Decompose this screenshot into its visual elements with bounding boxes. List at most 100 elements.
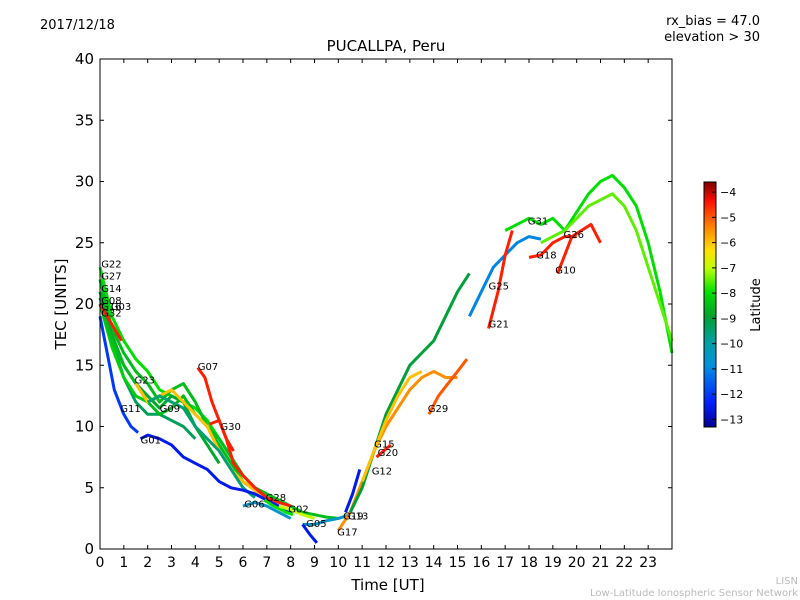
series-line-G10 (556, 222, 602, 274)
series-label-G31: G31 (528, 216, 548, 227)
series-label-G20: G20 (378, 448, 398, 459)
series-line-G18 (528, 235, 577, 259)
series-label-G27: G27 (101, 272, 121, 283)
x-tick-label: 22 (615, 555, 633, 571)
series-label-G02: G02 (288, 504, 308, 515)
colorbar-ticks: −4 −5 −6 −7 −8 −9 −10 −11 −12 −13 (712, 186, 743, 426)
series-label-G17: G17 (337, 528, 357, 539)
y-tick-label: 30 (75, 173, 94, 191)
date-label: 2017/12/18 (40, 18, 115, 33)
footer-short: LISN (775, 576, 798, 587)
series-label-G14: G14 (101, 284, 121, 295)
series-label-G12: G12 (372, 466, 392, 477)
x-axis: 0 1 2 3 4 5 6 7 8 9 10 11 12 13 14 15 16 17 18 19 20 21 22 23 (96, 59, 657, 571)
x-axis-label: Time [UT] (350, 576, 424, 594)
y-tick-label: 0 (84, 540, 94, 558)
y-tick-label: 40 (75, 50, 94, 68)
x-tick-label: 11 (353, 555, 371, 571)
colorbar-tick-label: −4 (720, 186, 736, 199)
x-tick-label: 21 (592, 555, 610, 571)
x-tick-label: 23 (639, 555, 657, 571)
x-tick-label: 1 (119, 555, 128, 571)
series-label-G25: G25 (488, 281, 508, 292)
series-line-G17 (337, 369, 458, 532)
series-line-G11 (98, 316, 140, 434)
series-label-G16: G16 (101, 302, 121, 313)
colorbar-label: Latitude (749, 278, 764, 332)
colorbar-tick-label: −9 (720, 312, 736, 325)
series-line-G20 (375, 443, 392, 459)
colorbar-tick-label: −7 (720, 262, 736, 275)
series-label-G03: G03 (111, 302, 131, 313)
series-line-G19 (301, 523, 319, 544)
series-label-G05: G05 (306, 519, 326, 530)
colorbar-tick-label: −8 (720, 287, 736, 300)
series-label-G15: G15 (374, 439, 394, 450)
series-label-G07: G07 (198, 362, 218, 373)
rx-bias-label: rx_bias = 47.0 (666, 14, 760, 29)
chart-title: PUCALLPA, Peru (326, 37, 446, 55)
series-label-G18: G18 (536, 251, 556, 262)
x-tick-label: 17 (496, 555, 514, 571)
series-label-G19: G19 (343, 512, 363, 523)
colorbar-tick-label: −11 (720, 363, 743, 376)
series-line-G21 (487, 230, 514, 329)
y-axis: 0 5 10 15 20 25 30 35 40 (75, 50, 672, 558)
series-label-G21: G21 (488, 319, 508, 330)
x-tick-label: 2 (143, 555, 152, 571)
y-tick-label: 5 (84, 479, 94, 497)
series-label-G30: G30 (220, 422, 240, 433)
series-line-G02 (278, 504, 315, 520)
y-tick-label: 20 (75, 295, 94, 313)
y-tick-label: 25 (75, 234, 94, 252)
series-line-G31 (504, 173, 674, 354)
series-line-G12 (360, 370, 423, 483)
x-tick-label: 5 (215, 555, 224, 571)
series-line-G29 (427, 358, 469, 415)
x-tick-label: 9 (310, 555, 319, 571)
x-tick-label: 12 (377, 555, 395, 571)
series-line-G06 (242, 500, 292, 520)
series-line-G05 (302, 513, 351, 526)
series-line-G28 (263, 498, 294, 517)
series-label-G09: G09 (160, 404, 180, 415)
series-label-G29: G29 (428, 404, 448, 415)
series-label-G10: G10 (555, 265, 575, 276)
series-label-G32: G32 (101, 308, 121, 319)
series-label-G06: G06 (244, 499, 264, 510)
series-line-G15 (348, 272, 471, 513)
elevation-label: elevation > 30 (664, 30, 760, 45)
x-tick-label: 0 (96, 555, 105, 571)
y-tick-label: 10 (75, 418, 94, 436)
series-line-G25 (468, 235, 542, 317)
colorbar (703, 181, 717, 428)
info-label: rx_bias = 47.0 elevation > 30 (664, 14, 760, 46)
series-line-G30 (209, 418, 235, 452)
series-label-G11: G11 (120, 404, 140, 415)
series-label-G01: G01 (141, 436, 161, 447)
series-line-G09 (147, 394, 256, 499)
x-tick-label: 20 (568, 555, 586, 571)
footer-long: Low-Latitude Ionospheric Sensor Network (590, 588, 798, 599)
x-tick-label: 8 (286, 555, 295, 571)
x-tick-label: 18 (520, 555, 538, 571)
x-tick-label: 16 (472, 555, 490, 571)
x-tick-label: 10 (329, 555, 347, 571)
colorbar-tick-label: −12 (720, 388, 743, 401)
series-label-G22: G22 (101, 259, 121, 270)
colorbar-tick-label: −13 (720, 413, 743, 426)
x-tick-label: 13 (401, 555, 419, 571)
x-tick-label: 4 (191, 555, 200, 571)
y-axis-label: TEC [UNITS] (52, 259, 70, 351)
y-tick-label: 35 (75, 111, 94, 129)
colorbar-tick-label: −6 (720, 237, 736, 250)
y-tick-label: 15 (75, 356, 94, 374)
colorbar-tick-label: −10 (720, 338, 743, 351)
x-tick-label: 14 (425, 555, 443, 571)
series-line-G07 (196, 366, 292, 508)
series-line-G26 (540, 192, 674, 342)
x-tick-label: 7 (262, 555, 271, 571)
series-label-G26: G26 (564, 230, 584, 241)
series-label-G08: G08 (101, 296, 121, 307)
